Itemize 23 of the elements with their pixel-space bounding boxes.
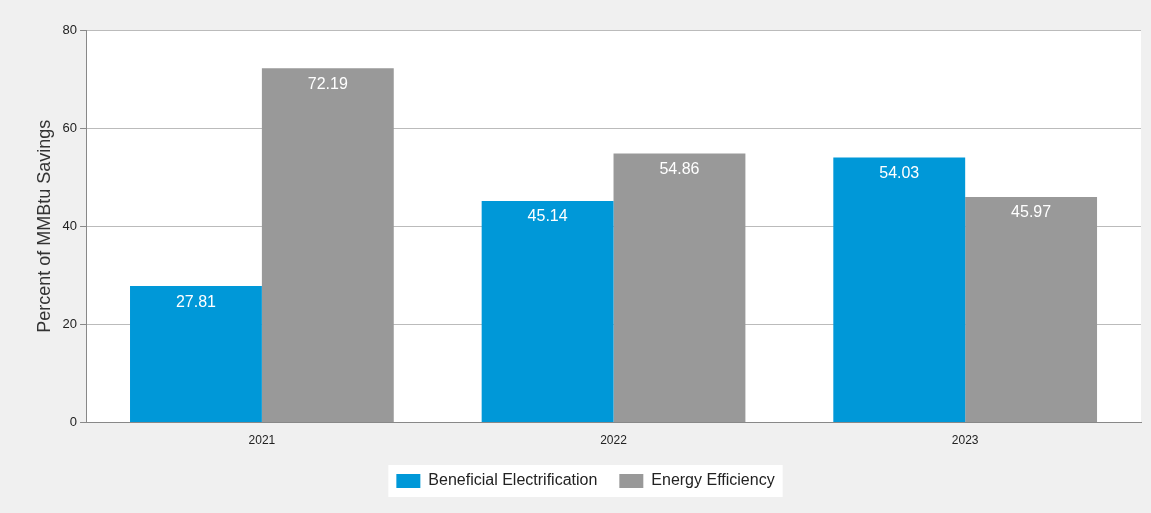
y-tick-label: 80 [62,21,78,37]
bar [261,68,394,423]
bar [833,157,966,423]
legend-label: Energy Efficiency [651,471,775,489]
data-label: 54.86 [659,159,700,177]
bar [481,201,614,423]
bar [130,286,262,423]
y-tick-label: 20 [62,316,78,332]
data-label: 45.97 [1011,203,1052,221]
legend-label: Beneficial Electrification [428,471,598,489]
x-tick-label: 2021 [248,433,276,448]
y-tick-label: 60 [62,119,78,135]
data-label: 54.03 [879,163,920,181]
bar [613,153,746,423]
y-tick-label: 40 [62,217,78,233]
x-tick-label: 2022 [600,433,628,448]
y-axis-title: Percent of MMBtu Savings [33,119,54,333]
y-tick-label: 0 [69,414,78,430]
data-label: 45.14 [527,207,568,225]
data-label: 72.19 [307,74,348,92]
x-tick-label: 2023 [951,433,979,448]
data-label: 27.81 [175,292,217,310]
bar [965,197,1098,423]
